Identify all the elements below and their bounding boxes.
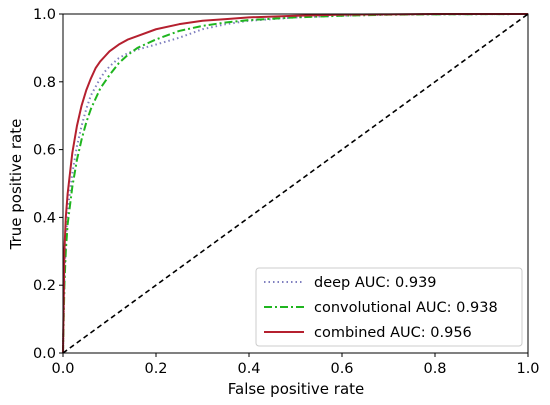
x-tick-label: 0.8 bbox=[423, 361, 446, 377]
series-layer bbox=[62, 13, 529, 354]
y-tick-label: 0.4 bbox=[33, 210, 56, 226]
x-tick-label: 0.6 bbox=[330, 361, 353, 377]
x-axis-label: False positive rate bbox=[228, 380, 365, 398]
series-line-dotted bbox=[62, 13, 529, 354]
series-line-solid bbox=[62, 13, 528, 354]
y-tick-label: 0.6 bbox=[33, 143, 56, 159]
y-tick-label: 0.2 bbox=[33, 278, 56, 294]
legend-entry-label: combined AUC: 0.956 bbox=[314, 325, 472, 341]
diagonal-reference-line bbox=[62, 13, 529, 354]
axes-frame bbox=[62, 13, 529, 354]
x-tick-label: 0.0 bbox=[51, 361, 74, 377]
x-tick-label: 0.4 bbox=[237, 361, 260, 377]
axes: 0.0 0.2 0.4 0.6 0.8 1.0 0.0 0.2 0.4 0.6 0.8 1.0 bbox=[33, 7, 540, 377]
y-tick-label: 1.0 bbox=[33, 7, 56, 23]
x-tick-label: 1.0 bbox=[516, 361, 539, 377]
x-tick-label: 0.2 bbox=[144, 361, 167, 377]
legend-box bbox=[255, 267, 523, 347]
legend-entry-label: convolutional AUC: 0.938 bbox=[314, 300, 498, 316]
series-line-dashdot bbox=[62, 13, 529, 354]
legend-entry-label: deep AUC: 0.939 bbox=[314, 275, 437, 291]
y-tick-label: 0.8 bbox=[33, 75, 56, 91]
legend: deep AUC: 0.939 convolutional AUC: 0.938 c… bbox=[255, 267, 523, 347]
y-tick-label: 0.0 bbox=[33, 346, 56, 362]
y-axis-label: True positive rate bbox=[7, 119, 25, 251]
